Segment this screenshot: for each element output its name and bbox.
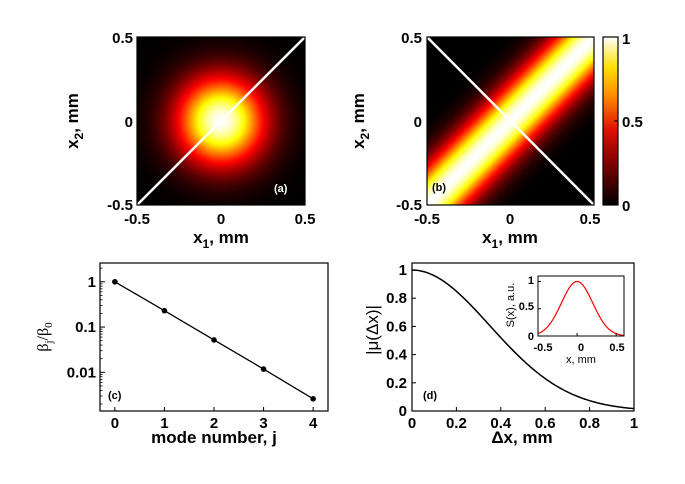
xtick-label: 3 <box>259 415 267 432</box>
data-point <box>310 396 316 402</box>
xticklabels-c: 0 1 2 3 4 <box>111 415 318 432</box>
ytick-label: 0.6 <box>386 318 407 335</box>
data-point <box>260 366 267 372</box>
inset-ytick-05: 0.5 <box>519 301 534 313</box>
xtick-label: 0.4 <box>490 415 512 432</box>
ytick-a-top: 0.5 <box>112 30 133 47</box>
xtick-label: 2 <box>210 415 218 432</box>
xtick-label: 4 <box>309 415 318 432</box>
xtick-label: 1 <box>160 415 168 432</box>
ticks-a <box>136 36 306 206</box>
xtick-b-right: 0.5 <box>580 211 601 228</box>
colorbar-label-mid: 0.5 <box>622 114 643 131</box>
ytick-label: 0 <box>399 403 407 420</box>
inset-ticks <box>537 280 617 337</box>
panel-d: 0 0.2 0.4 0.6 0.8 1 0 0.2 0.4 0.6 0.8 1 Δx, mm |μ(… <box>363 262 638 447</box>
ytick-a-bottom: -0.5 <box>107 197 133 214</box>
ylabel-b: x2, mm <box>349 93 372 149</box>
ytick-label: 1 <box>88 274 96 291</box>
panel-label-a: (a) <box>274 183 288 195</box>
ticks-b <box>426 36 595 206</box>
ytick-b-mid: 0 <box>414 114 422 131</box>
xtick-b-mid: 0 <box>506 211 514 228</box>
inset-frame <box>537 275 625 337</box>
xtick-label: 0 <box>111 415 119 432</box>
ylabel-a: x2, mm <box>63 93 86 149</box>
xtick-label: 1 <box>630 415 638 432</box>
panel-label-d: (d) <box>423 390 437 402</box>
xlabel-b: x1, mm <box>482 228 538 251</box>
xticklabels-d: 0 0.2 0.4 0.6 0.8 1 <box>408 415 638 432</box>
ylabel-d: |μ(Δx)| <box>363 305 382 355</box>
ytick-label: 0.01 <box>67 364 96 381</box>
xtick-a-left: -0.5 <box>124 211 150 228</box>
inset-xtick-right: 0.5 <box>609 342 624 354</box>
ytick-label: 0.2 <box>386 375 407 392</box>
ticks-c <box>100 267 314 411</box>
diagonal-line-a <box>136 36 306 206</box>
panel-c: 1 0.1 0.01 0 1 2 3 4 mode number, j βj/β0 (c) <box>35 262 329 447</box>
ytick-label: 1 <box>399 262 407 279</box>
inset-xlabel: x, mm <box>566 354 596 366</box>
axes-frame-d <box>411 262 635 412</box>
xtick-b-left: -0.5 <box>414 211 440 228</box>
colorbar <box>603 37 618 205</box>
inset-xtick-left: -0.5 <box>534 342 553 354</box>
panel-label-c: (c) <box>108 390 122 402</box>
diagonal-line-b <box>426 36 595 206</box>
xtick-label: 0 <box>408 415 416 432</box>
xtick-a-right: 0.5 <box>295 211 316 228</box>
colorbar-label-bottom: 0 <box>622 198 630 215</box>
xlabel-d: Δx, mm <box>491 428 552 447</box>
xtick-label: 0.2 <box>446 415 467 432</box>
ylabel-c: βj/β0 <box>35 322 55 352</box>
ytick-label: 0.4 <box>386 347 408 364</box>
ytick-label: 0.8 <box>386 290 407 307</box>
ytick-b-top: 0.5 <box>401 30 422 47</box>
series-points-c <box>112 278 316 402</box>
inset-xtick-mid: 0 <box>578 342 584 354</box>
series-curve-d <box>411 269 635 410</box>
xtick-label: 0.8 <box>579 415 600 432</box>
panel-label-b: (b) <box>432 182 446 194</box>
data-point <box>161 307 168 314</box>
ytick-b-bottom: -0.5 <box>396 197 422 214</box>
colorbar-label-top: 1 <box>622 31 630 48</box>
axes-frame-c <box>99 262 329 412</box>
inset-background <box>538 276 624 336</box>
xlabel-a: x1, mm <box>193 228 249 251</box>
ytick-a-mid: 0 <box>125 114 133 131</box>
inset-ytick-1: 1 <box>528 275 534 287</box>
inset-ylabel: S(x), a.u. <box>505 283 517 328</box>
xtick-a-mid: 0 <box>217 211 225 228</box>
panel-a: 0.5 0 -0.5 -0.5 0 0.5 x1, mm x2, mm (a) <box>63 30 315 251</box>
inset-ytick-0: 0 <box>528 331 534 343</box>
xlabel-c: mode number, j <box>151 428 277 447</box>
data-point <box>112 278 118 285</box>
ytick-label: 0.1 <box>75 319 96 336</box>
data-point <box>211 337 217 343</box>
yticklabels-d: 0 0.2 0.4 0.6 0.8 1 <box>386 262 408 420</box>
yticklabels-c: 1 0.1 0.01 <box>67 274 96 382</box>
inset-d: 0 0.5 1 -0.5 0 0.5 x, mm S(x), a.u. <box>505 275 625 366</box>
inset-curve <box>537 280 625 336</box>
xtick-label: 0.6 <box>535 415 556 432</box>
panel-b: 0.5 0 -0.5 -0.5 0 0.5 x1, mm x2, mm (b) … <box>349 30 643 251</box>
